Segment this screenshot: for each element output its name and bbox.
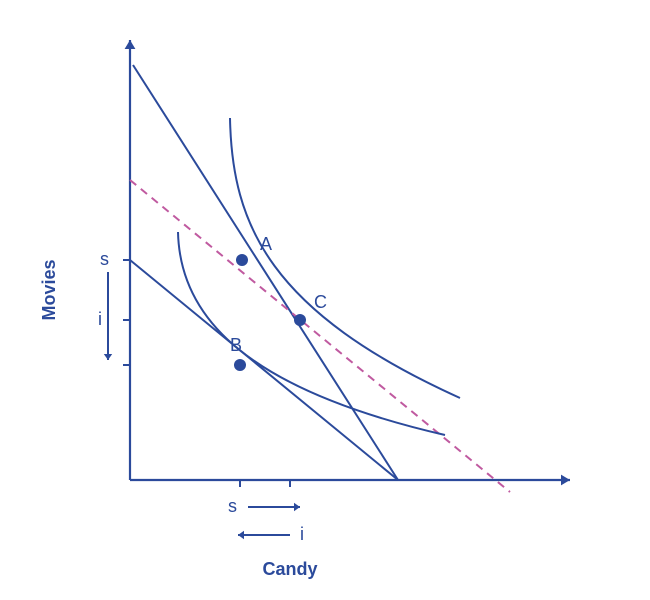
y-effect-arrowhead	[104, 354, 112, 360]
point-label-C: C	[314, 292, 327, 312]
y-axis-arrow	[125, 40, 136, 49]
x-i-label: i	[300, 524, 304, 544]
x-axis-label: Candy	[262, 559, 317, 579]
x-sub-arrowhead	[294, 503, 300, 511]
compensated-budget-dashed	[130, 180, 510, 492]
econ-indifference-chart: A C B Movies Candy s i s i	[0, 0, 650, 600]
y-s-label: s	[100, 249, 109, 269]
indifference-curve-upper	[230, 118, 460, 398]
budget-line-low	[130, 260, 398, 480]
x-s-label: s	[228, 496, 237, 516]
point-label-B: B	[230, 335, 242, 355]
y-axis-label: Movies	[39, 259, 59, 320]
point-C	[294, 314, 306, 326]
point-A	[236, 254, 248, 266]
y-i-label: i	[98, 309, 102, 329]
point-B	[234, 359, 246, 371]
budget-line-high	[133, 65, 398, 480]
chart-canvas: A C B Movies Candy s i s i	[0, 0, 650, 600]
point-label-A: A	[260, 234, 272, 254]
x-inc-arrowhead	[238, 531, 244, 539]
x-axis-arrow	[561, 475, 570, 486]
